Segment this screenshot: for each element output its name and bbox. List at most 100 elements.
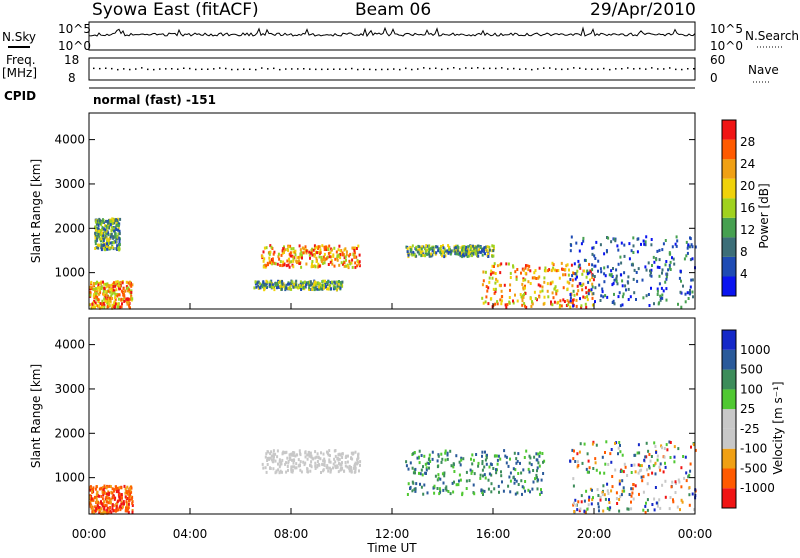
echo-cell bbox=[304, 455, 307, 459]
echo-cell bbox=[428, 253, 431, 257]
echo-cell bbox=[293, 459, 296, 462]
echo-cell bbox=[628, 493, 631, 496]
colorbar-swatch bbox=[722, 198, 736, 218]
echo-cell bbox=[589, 269, 592, 273]
echo-cell bbox=[103, 282, 106, 286]
echo-cell bbox=[409, 485, 412, 489]
echo-cell bbox=[294, 454, 297, 458]
echo-cell bbox=[353, 254, 356, 258]
echo-cell bbox=[469, 468, 472, 472]
echo-cell bbox=[492, 467, 495, 470]
echo-cell bbox=[94, 301, 97, 305]
x-tick-label: 08:00 bbox=[274, 527, 309, 541]
echo-cell bbox=[117, 236, 120, 240]
echo-cell bbox=[407, 253, 410, 257]
echo-cell bbox=[311, 250, 314, 254]
echo-cell bbox=[633, 268, 636, 272]
echo-cell bbox=[96, 295, 99, 299]
echo-cell bbox=[437, 476, 440, 480]
echo-cell bbox=[285, 283, 288, 287]
echo-cell bbox=[116, 302, 119, 306]
echo-cell bbox=[552, 263, 555, 267]
echo-cell bbox=[108, 240, 111, 244]
echo-cell bbox=[90, 280, 93, 284]
echo-cell bbox=[300, 288, 303, 291]
echo-cell bbox=[313, 253, 316, 256]
echo-cell bbox=[479, 476, 482, 480]
echo-cell bbox=[492, 249, 495, 253]
echo-cell bbox=[464, 248, 467, 252]
echo-cell bbox=[357, 244, 360, 248]
freq-dot bbox=[531, 68, 533, 71]
echo-cell bbox=[443, 255, 446, 259]
echo-cell bbox=[515, 457, 518, 461]
echo-cell bbox=[100, 246, 103, 250]
echo-cell bbox=[449, 449, 452, 453]
echo-cell bbox=[659, 506, 662, 510]
echo-cell bbox=[299, 255, 302, 259]
echo-cell bbox=[347, 454, 349, 458]
echo-cell bbox=[551, 280, 554, 284]
echo-cell bbox=[611, 485, 614, 489]
echo-cell bbox=[104, 492, 107, 496]
echo-cell bbox=[484, 270, 487, 274]
echo-cell bbox=[322, 459, 325, 463]
freq-dot bbox=[609, 68, 611, 71]
echo-cell bbox=[291, 458, 293, 462]
echo-cell bbox=[91, 487, 94, 491]
echo-cell bbox=[585, 489, 588, 493]
echo-cell bbox=[306, 467, 309, 471]
echo-cell bbox=[594, 286, 597, 290]
echo-cell bbox=[416, 456, 419, 460]
echo-cell bbox=[520, 295, 523, 299]
echo-cell bbox=[100, 223, 103, 227]
echo-cell bbox=[487, 255, 490, 258]
echo-cell bbox=[441, 457, 444, 461]
echo-cell bbox=[483, 489, 486, 493]
echo-cell bbox=[591, 273, 594, 277]
echo-cell bbox=[527, 467, 530, 471]
echo-cell bbox=[338, 263, 341, 267]
echo-cell bbox=[109, 296, 111, 300]
echo-cell bbox=[109, 290, 112, 294]
echo-cell bbox=[495, 471, 498, 475]
echo-cell bbox=[103, 237, 106, 241]
echo-cell bbox=[667, 268, 670, 272]
echo-cell bbox=[531, 487, 534, 491]
echo-cell bbox=[274, 452, 277, 456]
freq-dot bbox=[195, 68, 197, 71]
echo-cell bbox=[420, 251, 423, 255]
freq-dot bbox=[315, 68, 317, 71]
echo-cell bbox=[348, 467, 351, 471]
echo-cell bbox=[606, 236, 608, 239]
echo-cell bbox=[448, 245, 450, 249]
echo-cell bbox=[490, 490, 493, 494]
echo-cell bbox=[431, 457, 434, 461]
echo-cell bbox=[337, 248, 340, 252]
echo-cell bbox=[115, 503, 118, 507]
echo-cell bbox=[613, 302, 616, 306]
colorbar-swatch bbox=[722, 330, 736, 350]
echo-cell bbox=[437, 454, 440, 458]
echo-cell bbox=[348, 259, 351, 263]
echo-cell bbox=[112, 219, 115, 223]
echo-cell bbox=[422, 465, 424, 469]
echo-cell bbox=[477, 251, 479, 255]
echo-cell bbox=[323, 457, 326, 461]
echo-cell bbox=[344, 456, 347, 459]
echo-cell bbox=[576, 292, 579, 296]
echo-cell bbox=[106, 305, 109, 308]
echo-cell bbox=[527, 488, 530, 492]
echo-cell bbox=[91, 507, 94, 511]
echo-cell bbox=[113, 281, 115, 285]
echo-cell bbox=[103, 305, 106, 309]
echo-cell bbox=[288, 286, 291, 290]
echo-cell bbox=[485, 456, 488, 460]
echo-cell bbox=[661, 483, 664, 487]
echo-cell bbox=[410, 248, 413, 252]
echo-cell bbox=[310, 251, 312, 255]
echo-cell bbox=[617, 248, 620, 252]
echo-cell bbox=[285, 286, 288, 290]
echo-cell bbox=[462, 248, 465, 252]
